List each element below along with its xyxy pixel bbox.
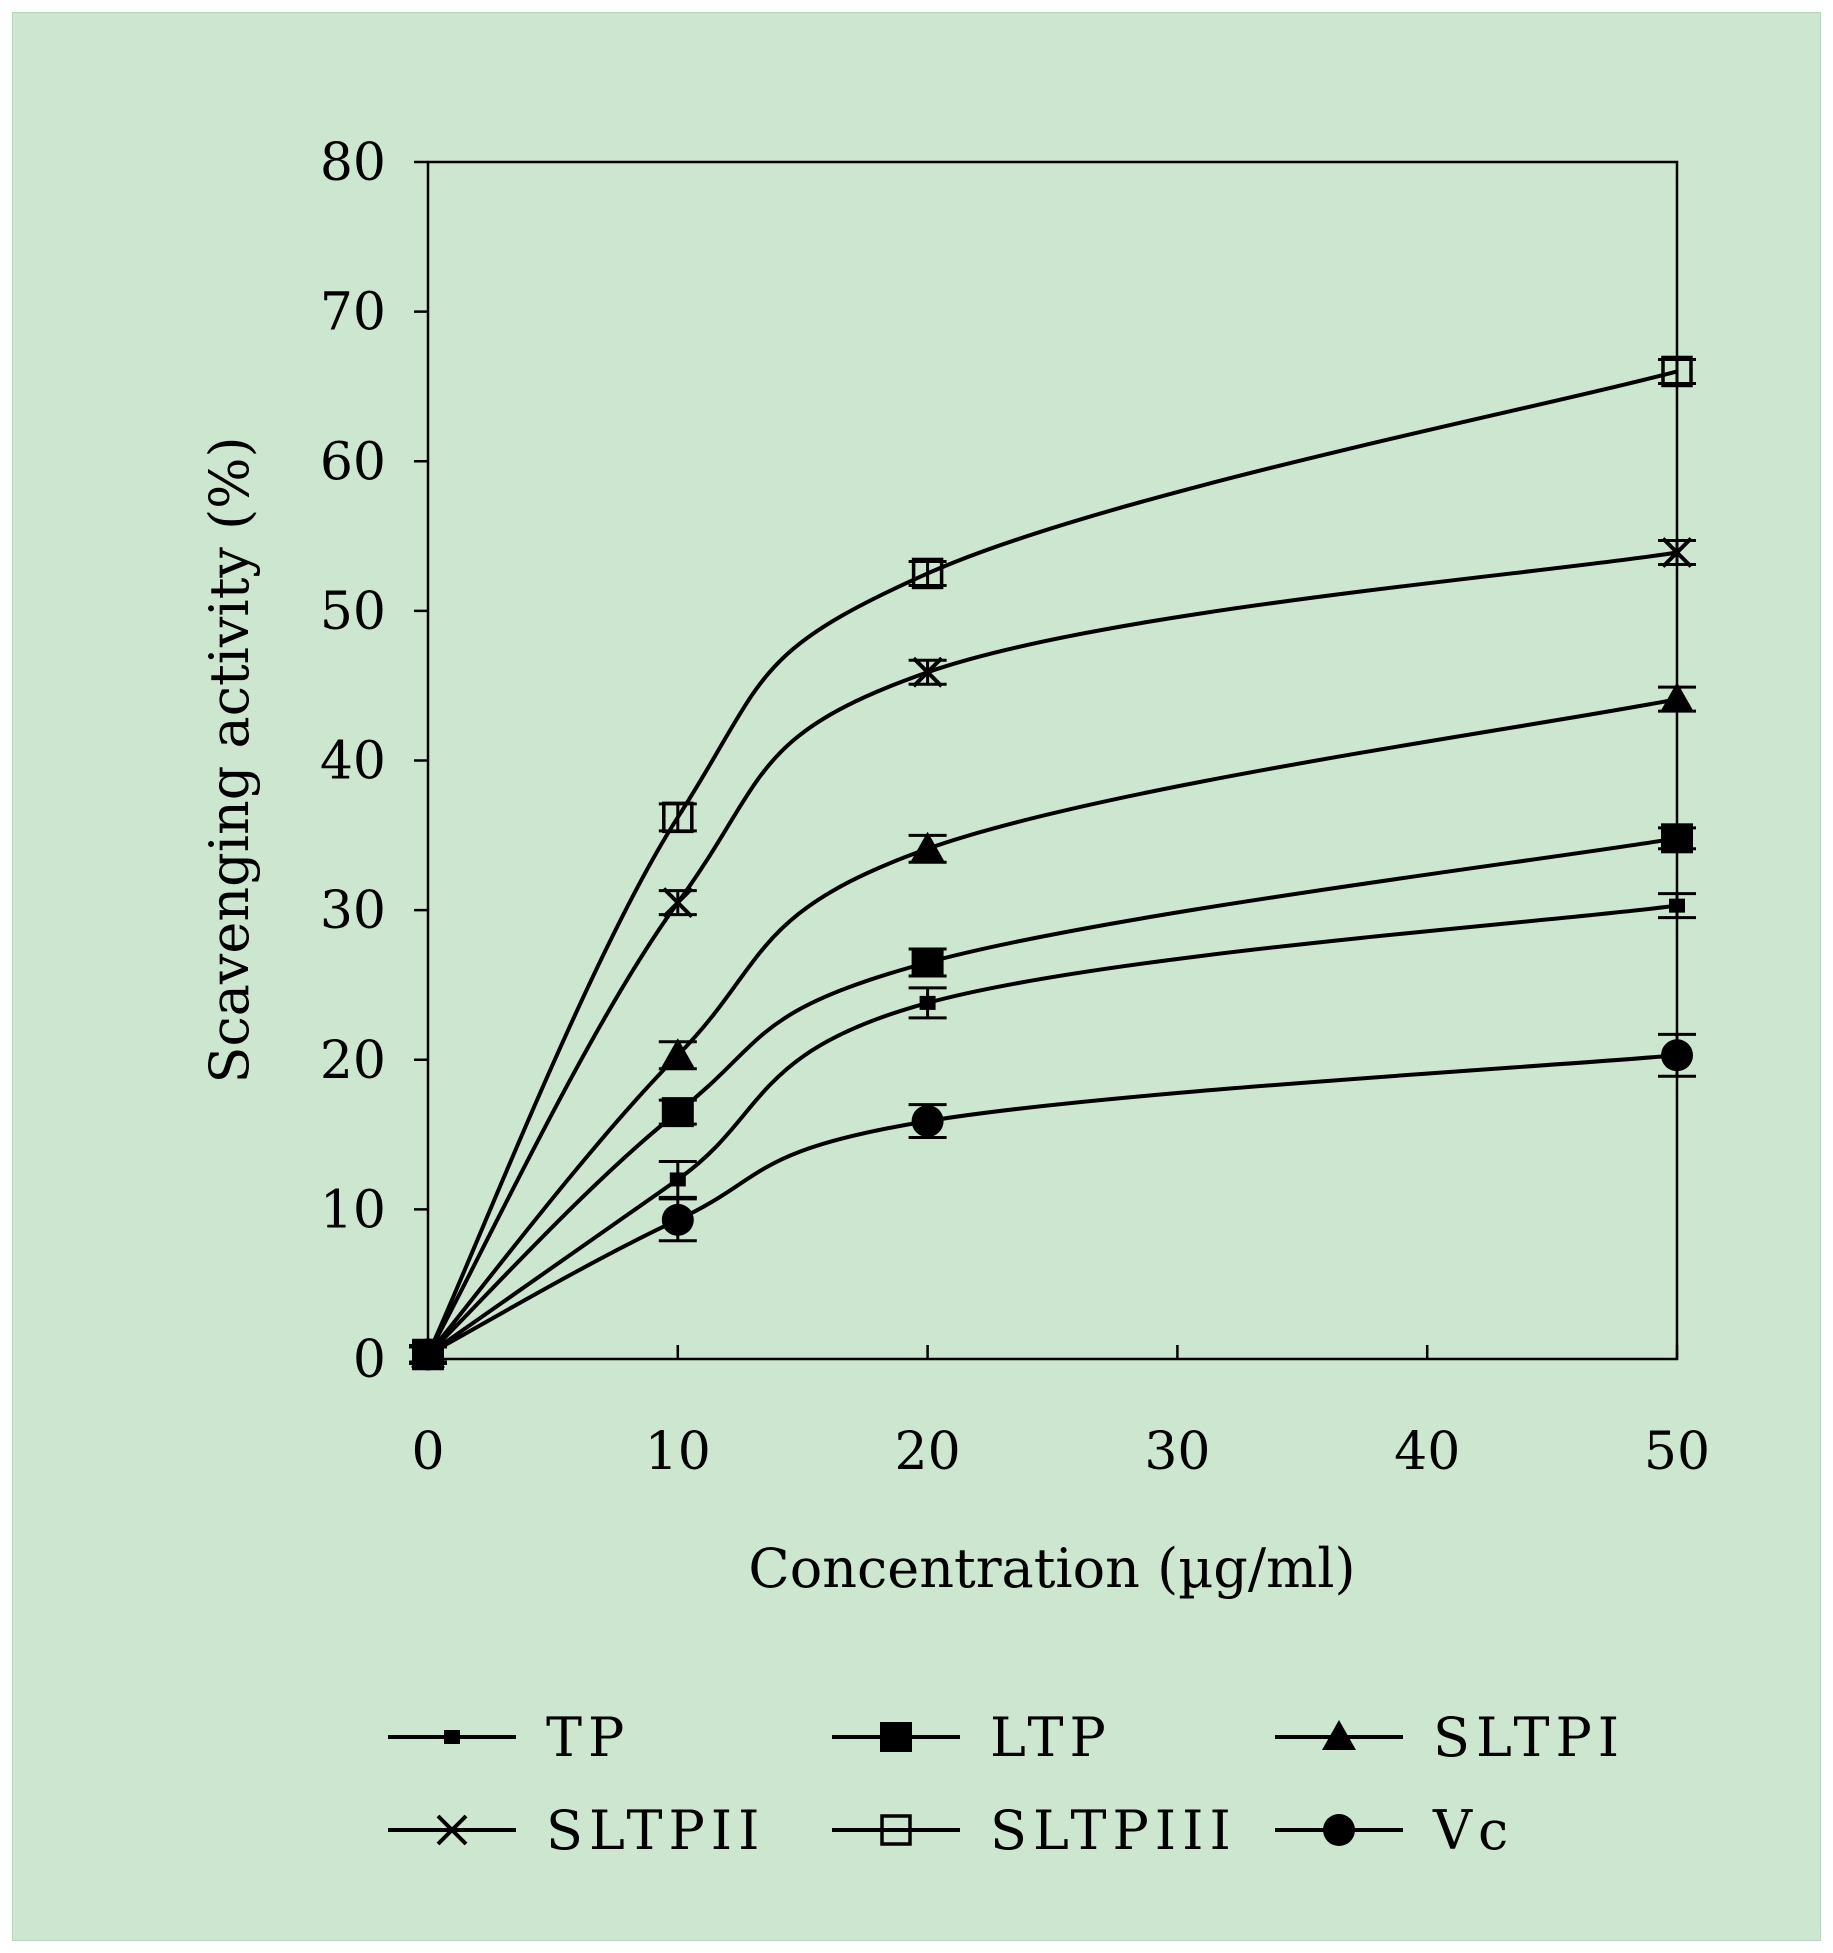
data-point-marker	[910, 831, 945, 862]
data-point-marker	[1660, 682, 1694, 713]
data-point-marker	[662, 887, 694, 919]
data-point-marker	[1661, 1039, 1693, 1072]
data-point-marker	[662, 801, 694, 834]
legend-label: SLTPII	[546, 1799, 765, 1862]
series-line	[426, 903, 1678, 1357]
y-tick-label: 60	[320, 432, 386, 492]
data-point-marker	[911, 947, 944, 978]
x-axis: 0 10 20 30 40 50	[411, 1345, 1710, 1482]
legend-label: TP	[546, 1706, 630, 1769]
series-ltp	[409, 823, 1696, 1370]
series-line	[426, 697, 1678, 1356]
data-point-marker	[669, 1172, 686, 1187]
y-tick-label: 80	[320, 133, 386, 193]
data-point-marker	[880, 1814, 912, 1846]
legend-label: SLTPI	[1433, 1706, 1625, 1769]
series-line	[426, 369, 1678, 1356]
y-tick-label: 70	[320, 283, 386, 343]
data-point-marker	[880, 1722, 912, 1752]
x-tick-label: 10	[645, 1422, 711, 1482]
legend-label: Vc	[1432, 1799, 1514, 1862]
y-axis: 0 10 20 30 40 50 60 70 80	[320, 133, 428, 1390]
y-tick-label: 40	[320, 732, 386, 792]
data-point-marker	[661, 1203, 694, 1236]
y-tick-label: 20	[320, 1031, 386, 1091]
data-point-marker	[436, 1814, 468, 1846]
series-line	[427, 1053, 1678, 1357]
legend-label: SLTPIII	[990, 1799, 1237, 1862]
x-tick-label: 20	[895, 1422, 961, 1482]
series-tp	[409, 892, 1696, 1365]
y-tick-label: 30	[320, 881, 386, 941]
legend-item-sltpi: SLTPI	[1275, 1706, 1625, 1769]
x-tick-label: 30	[1144, 1422, 1210, 1482]
data-point-marker	[919, 995, 936, 1010]
x-axis-title: Concentration (µg/ml)	[748, 1537, 1355, 1600]
plot-area	[426, 160, 1679, 1361]
legend-item-sltpiii: SLTPIII	[832, 1799, 1237, 1862]
legend-item-sltpii: SLTPII	[388, 1799, 765, 1862]
legend-label: LTP	[990, 1706, 1112, 1769]
legend-item-tp: TP	[388, 1706, 630, 1769]
data-point-marker	[1661, 823, 1693, 854]
legend-item-vc: Vc	[1275, 1799, 1514, 1862]
data-point-marker	[1669, 898, 1685, 913]
legend-item-ltp: LTP	[832, 1706, 1112, 1769]
series-layer	[409, 355, 1696, 1371]
series-line	[426, 550, 1678, 1356]
data-point-marker	[661, 1097, 694, 1128]
data-point-marker	[1322, 1720, 1356, 1750]
y-tick-label: 50	[320, 582, 386, 642]
y-axis-title: Scavenging activity (%)	[198, 436, 261, 1083]
data-point-marker	[1661, 355, 1693, 388]
x-tick-label: 50	[1644, 1422, 1710, 1482]
y-tick-label: 0	[353, 1330, 386, 1390]
data-point-marker	[660, 1038, 695, 1069]
data-point-marker	[911, 1105, 944, 1138]
data-point-marker	[412, 1338, 444, 1371]
x-tick-label: 40	[1394, 1422, 1460, 1482]
series-line	[426, 836, 1678, 1356]
data-point-marker	[1661, 537, 1693, 568]
legend: TP LTP SLTPI SLTPII SLTPIII Vc	[388, 1706, 1625, 1862]
data-point-marker	[1323, 1814, 1355, 1846]
data-point-marker	[911, 557, 944, 590]
data-point-marker	[444, 1730, 460, 1744]
data-point-marker	[912, 656, 944, 688]
series-vc	[409, 1032, 1696, 1371]
y-tick-label: 10	[320, 1180, 386, 1240]
x-tick-label: 0	[411, 1422, 444, 1482]
